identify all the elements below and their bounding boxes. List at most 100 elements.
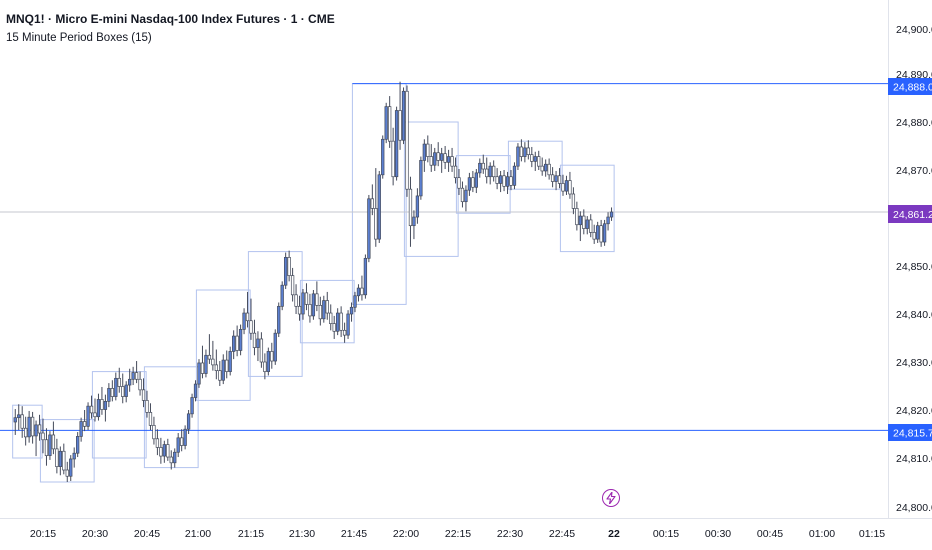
candle-body-down: [568, 180, 572, 195]
chart-legend[interactable]: MNQ1! · Micro E-mini Nasdaq-100 Index Fu…: [6, 10, 335, 48]
candle-body-up: [533, 156, 537, 162]
candle-body-up: [221, 359, 225, 381]
candle-body-down: [169, 456, 173, 464]
candle-body-down: [290, 275, 295, 296]
candle-body-up: [124, 384, 128, 397]
period-box: [195, 289, 251, 401]
candle-body-up: [322, 300, 326, 320]
candle-body-down: [460, 187, 465, 203]
candle-body-up: [336, 312, 340, 332]
candle-body-down: [370, 198, 374, 209]
horizontal-levels-layer[interactable]: [0, 83, 888, 431]
candle-body-down: [388, 106, 392, 142]
time-tick-label: 21:15: [238, 528, 264, 540]
period-box: [403, 121, 459, 257]
candle-body-up: [228, 351, 232, 372]
candle-body-down: [408, 188, 413, 227]
candle-body-down: [457, 177, 461, 189]
candle-body-up: [554, 175, 558, 182]
candle-body-up: [609, 211, 614, 218]
candle-body-down: [332, 323, 336, 332]
indicator-title[interactable]: 15 Minute Period Boxes (15): [6, 32, 152, 44]
candle-body-down: [100, 399, 104, 410]
candle-body-down: [495, 176, 499, 184]
price-axis[interactable]: 24,900.00 24,880.00 24,870.00 24,850.00 …: [888, 24, 932, 514]
candle-body-down: [450, 156, 454, 167]
candle-body-up: [27, 416, 31, 438]
symbol-title[interactable]: MNQ1! · Micro E-mini Nasdaq-100 Index Fu…: [6, 12, 335, 26]
candle-body-up: [96, 399, 101, 418]
candle-body-down: [263, 361, 267, 372]
candle-body-up: [384, 106, 388, 140]
candle-body-up: [266, 351, 270, 372]
candle-body-up: [256, 338, 260, 348]
candle-body-down: [557, 175, 562, 184]
time-tick-label: 22:30: [497, 528, 523, 540]
candle-body-down: [599, 225, 603, 243]
candle-body-down: [485, 168, 489, 178]
candle-body-down: [235, 335, 239, 351]
candle-body-down: [398, 110, 402, 141]
candle-body-up: [467, 177, 472, 191]
price-tick-label: 24,870.00: [896, 165, 932, 177]
candle-body-down: [429, 156, 433, 166]
candle-body-down: [214, 364, 218, 371]
candle-body-up: [356, 287, 361, 297]
candle-body-up: [72, 452, 76, 460]
event-marker[interactable]: [602, 489, 620, 507]
lower-level-tag: [888, 424, 932, 441]
candle-body-down: [294, 294, 298, 307]
price-tick-label: 24,900.00: [896, 24, 932, 36]
candle-body-down: [44, 439, 49, 456]
candle-body-down: [259, 338, 264, 363]
time-axis[interactable]: 20:15 20:30 20:45 21:00 21:15 21:30 21:4…: [30, 528, 885, 540]
candle-body-up: [34, 424, 38, 437]
candle-body-down: [121, 386, 125, 397]
candle-body-up: [478, 162, 482, 174]
candle-body-up: [564, 180, 569, 192]
candle-body-down: [93, 412, 97, 418]
time-tick-label: 01:15: [859, 528, 885, 540]
candle-body-up: [183, 428, 187, 446]
price-tick-label: 24,840.00: [896, 309, 932, 321]
candle-body-down: [159, 447, 163, 457]
current-price-tag-text: 24,861.25: [893, 209, 932, 221]
candle-body-up: [76, 436, 80, 454]
candle-body-down: [287, 257, 291, 276]
candle-body-up: [173, 451, 177, 464]
candle-body-up: [284, 257, 288, 286]
candle-body-up: [232, 335, 236, 352]
candle-body-down: [51, 434, 56, 450]
candle-body-up: [602, 223, 607, 243]
price-tick-label: 24,820.00: [896, 405, 932, 417]
period-box: [12, 404, 43, 459]
time-tick-label: 22: [608, 528, 620, 540]
candle-body-up: [381, 138, 385, 176]
candle-body-up: [280, 284, 284, 307]
candle-body-up: [585, 219, 589, 229]
period-box: [559, 164, 615, 253]
candle-body-down: [82, 421, 87, 427]
candle-body-up: [498, 175, 503, 184]
candles-layer: [13, 81, 614, 482]
candle-body-up: [394, 110, 399, 178]
candle-body-up: [69, 458, 73, 477]
candle-body-down: [24, 427, 28, 438]
candle-body-down: [582, 215, 586, 229]
candle-body-up: [446, 156, 451, 163]
candle-body-down: [405, 90, 409, 190]
candle-body-up: [86, 405, 90, 427]
candle-body-down: [547, 163, 551, 176]
candle-body-up: [17, 414, 21, 419]
candle-body-up: [301, 292, 305, 315]
candle-body-up: [367, 198, 371, 259]
candle-body-down: [134, 372, 139, 380]
candle-body-down: [342, 329, 347, 336]
candle-body-down: [509, 176, 513, 186]
candle-body-up: [578, 215, 582, 226]
candle-body-up: [419, 160, 423, 197]
candle-body-up: [474, 172, 478, 188]
candle-body-down: [530, 154, 534, 162]
time-tick-label: 00:15: [653, 528, 679, 540]
